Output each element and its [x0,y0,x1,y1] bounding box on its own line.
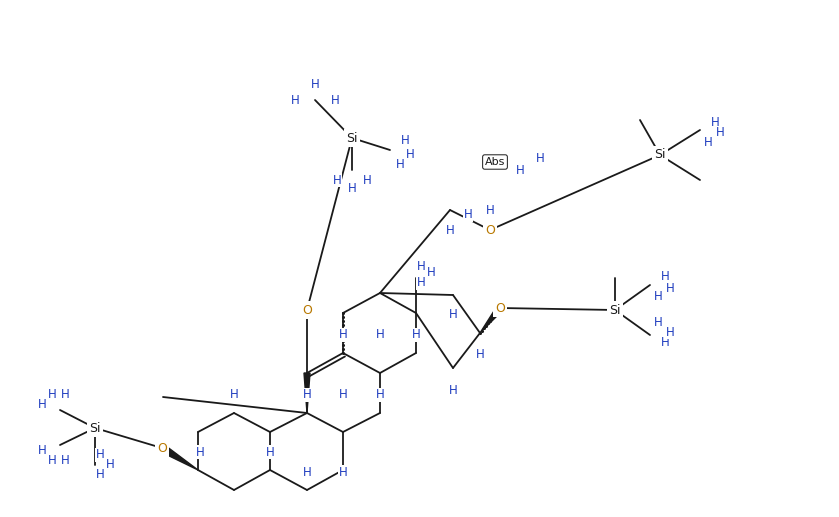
Text: H: H [654,316,662,329]
Text: H: H [660,270,670,283]
Text: H: H [401,133,409,146]
Text: H: H [96,449,104,462]
Text: H: H [106,459,114,472]
Text: Si: Si [347,131,357,144]
Text: H: H [417,277,425,290]
Text: H: H [376,388,384,402]
Text: O: O [485,223,495,236]
Text: H: H [332,174,341,187]
Text: H: H [310,79,320,92]
Text: H: H [195,446,205,459]
Polygon shape [304,373,310,413]
Text: H: H [426,266,435,280]
Text: H: H [535,151,545,164]
Text: H: H [60,453,70,466]
Text: H: H [376,328,384,342]
Text: H: H [660,337,670,349]
Text: H: H [339,328,347,342]
Text: Si: Si [654,148,666,161]
Text: H: H [654,291,662,303]
Text: H: H [417,260,425,272]
Text: O: O [302,303,312,316]
Text: H: H [266,446,274,459]
Text: H: H [711,115,719,129]
Text: H: H [449,309,457,322]
Text: H: H [476,348,484,361]
Text: H: H [331,94,339,107]
Text: H: H [405,148,414,161]
Text: H: H [716,127,724,140]
Text: H: H [339,388,347,402]
Polygon shape [480,306,503,333]
Text: H: H [704,135,712,148]
Text: H: H [96,468,104,481]
Text: Abs: Abs [485,157,505,167]
Text: H: H [412,328,420,342]
Text: H: H [303,388,311,402]
Text: H: H [347,181,357,194]
Text: H: H [48,388,56,402]
Text: H: H [446,223,455,236]
Text: Si: Si [89,421,101,434]
Text: H: H [449,384,457,397]
Text: H: H [516,163,524,176]
Text: H: H [290,94,300,107]
Text: H: H [362,174,372,187]
Text: H: H [665,281,675,295]
Text: H: H [486,204,494,217]
Text: H: H [464,208,472,221]
Text: H: H [38,399,46,412]
Text: H: H [665,326,675,339]
Text: H: H [60,388,70,402]
Text: H: H [339,465,347,479]
Text: O: O [157,442,167,454]
Text: H: H [303,465,311,479]
Text: Si: Si [609,303,621,316]
Text: H: H [48,453,56,466]
Text: H: H [38,444,46,457]
Text: H: H [396,159,404,172]
Text: O: O [495,301,505,314]
Polygon shape [160,445,198,470]
Text: H: H [230,388,238,402]
